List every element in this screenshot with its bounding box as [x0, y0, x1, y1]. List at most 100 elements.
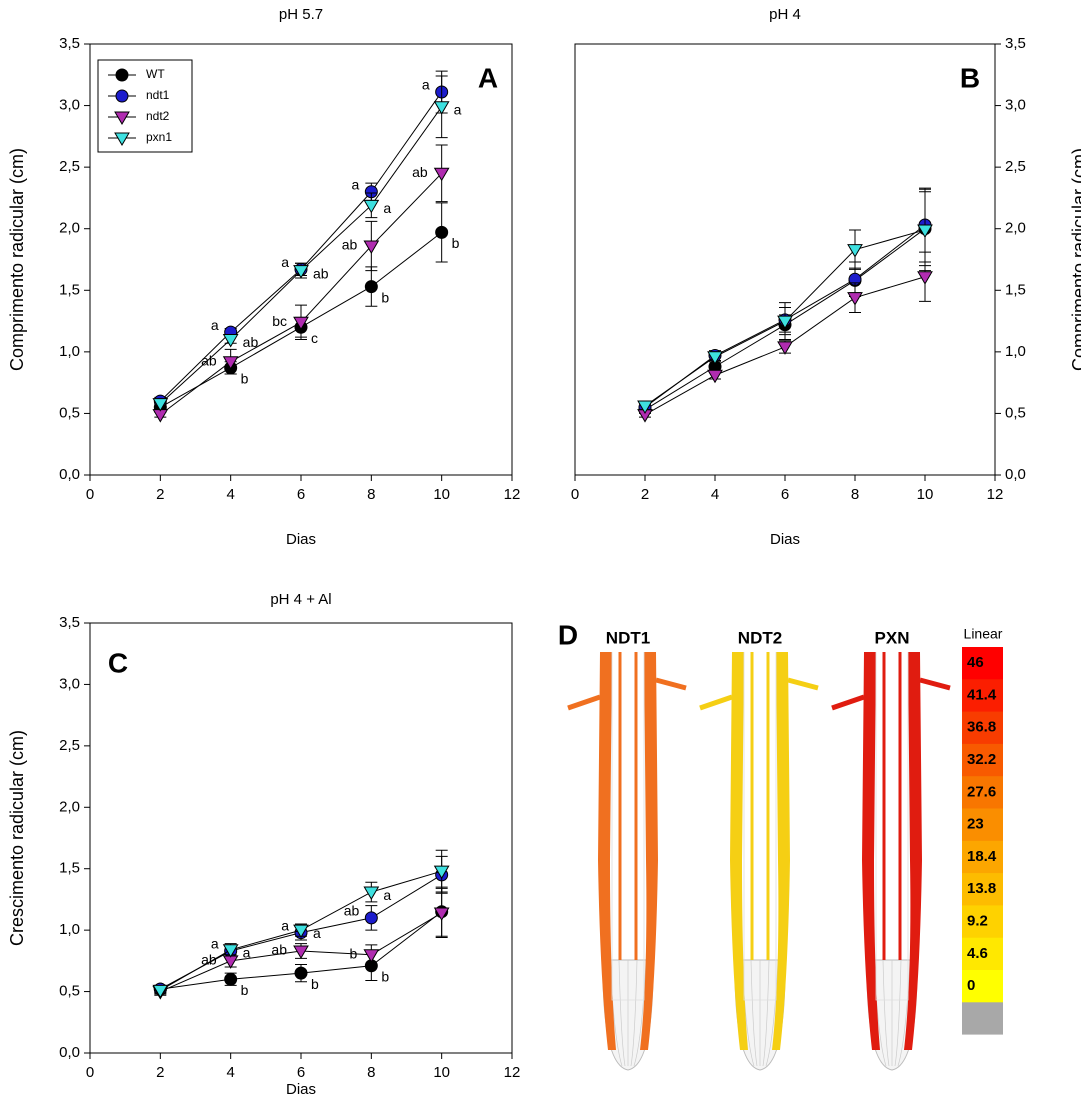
- series-line: [160, 172, 443, 416]
- legend-marker: [114, 132, 130, 146]
- panel-label: C: [108, 647, 128, 678]
- chart-title: pH 4 + Al: [270, 591, 331, 608]
- colorbar-tick-label: 0: [967, 977, 975, 994]
- lateral-root: [919, 677, 951, 691]
- significance-letter: a: [383, 200, 391, 216]
- lateral-root: [699, 694, 733, 711]
- data-point: [293, 316, 309, 331]
- root-cortex: [772, 652, 790, 1050]
- root-cell-line: [750, 959, 758, 1067]
- significance-letter: a: [281, 254, 289, 270]
- root-label: NDT2: [738, 628, 782, 647]
- root-stele: [750, 652, 770, 960]
- panel-label: B: [960, 62, 980, 93]
- lateral-root: [655, 677, 687, 691]
- data-point: [363, 199, 380, 214]
- data-point: [435, 225, 449, 239]
- x-tick-label: 6: [297, 1064, 305, 1081]
- colorbar-swatch: [962, 873, 1003, 906]
- y-tick-label: 3,5: [59, 614, 80, 631]
- y-tick-label: 3,0: [1005, 97, 1026, 114]
- data-point: [847, 292, 863, 306]
- x-tick-label: 10: [433, 486, 450, 503]
- significance-letter: c: [311, 330, 318, 346]
- data-point: [433, 865, 450, 880]
- root-inner: [875, 652, 909, 1001]
- colorbar-swatch: [962, 808, 1003, 842]
- significance-letter: a: [211, 317, 219, 333]
- significance-letter: ab: [342, 237, 358, 253]
- y-tick-label: 2,0: [59, 220, 80, 237]
- colorbar-swatch: [962, 711, 1003, 745]
- y-tick-label: 3,5: [59, 35, 80, 52]
- plot-frame: [89, 622, 513, 1054]
- data-point: [222, 944, 239, 958]
- x-axis-label: Dias: [770, 531, 800, 548]
- root-stele: [882, 652, 902, 960]
- data-point: [363, 949, 380, 963]
- data-point: [707, 351, 723, 365]
- x-tick-label: 8: [851, 486, 859, 503]
- root-label: PXN: [875, 628, 910, 647]
- colorbar-tick-label: 41.4: [967, 686, 997, 703]
- x-tick-label: 12: [504, 486, 521, 503]
- legend-marker: [114, 111, 130, 125]
- root-cell-line: [630, 959, 638, 1067]
- lateral-root: [567, 694, 601, 711]
- root-stele: [618, 652, 638, 960]
- data-point: [433, 907, 450, 921]
- colorbar-swatch: [962, 937, 1003, 971]
- significance-letter: ab: [313, 265, 329, 281]
- significance-letter: b: [452, 235, 460, 251]
- data-point: [363, 240, 380, 254]
- colorbar-tick-label: 13.8: [967, 880, 996, 897]
- root-label: NDT1: [606, 628, 650, 647]
- data-point: [777, 341, 793, 355]
- significance-letter: a: [422, 77, 430, 93]
- y-tick-label: 1,5: [59, 860, 80, 877]
- y-axis-label: Crescimento radicular (cm): [7, 730, 27, 946]
- significance-letter: ab: [243, 334, 259, 350]
- y-tick-label: 1,5: [59, 281, 80, 298]
- x-tick-label: 2: [156, 486, 164, 503]
- x-tick-label: 4: [226, 486, 234, 503]
- root-cortex: [640, 652, 658, 1050]
- y-tick-label: 3,5: [1005, 35, 1026, 52]
- significance-letter: a: [352, 176, 360, 192]
- data-point: [707, 369, 723, 384]
- data-point: [293, 945, 309, 960]
- colorbar-tick-label: 18.4: [967, 848, 997, 865]
- root-inner: [743, 652, 777, 1001]
- data-point: [777, 315, 793, 330]
- data-point: [637, 400, 653, 415]
- x-tick-label: 4: [711, 486, 719, 503]
- y-tick-label: 0,0: [1005, 466, 1026, 483]
- x-tick-label: 12: [987, 486, 1004, 503]
- x-tick-label: 10: [917, 486, 934, 503]
- data-point: [917, 271, 933, 285]
- data-point: [364, 911, 378, 925]
- colorbar-swatch: [962, 776, 1003, 809]
- x-tick-label: 0: [571, 486, 579, 503]
- data-point: [433, 167, 450, 182]
- significance-letter: ab: [201, 352, 217, 368]
- root-cell-line: [633, 959, 647, 1067]
- x-tick-label: 0: [86, 486, 94, 503]
- data-point: [222, 356, 239, 370]
- colorbar-tick-label: 46: [967, 654, 984, 671]
- colorbar-tick-label: 32.2: [967, 751, 996, 768]
- root-image: [699, 652, 819, 1071]
- significance-letter: bc: [272, 313, 287, 329]
- significance-letter: a: [383, 887, 391, 903]
- significance-letter: b: [241, 371, 249, 387]
- data-point: [224, 972, 238, 986]
- legend-marker: [115, 89, 129, 103]
- y-tick-label: 3,0: [59, 675, 80, 692]
- x-axis-label: Dias: [286, 531, 316, 548]
- x-tick-label: 2: [156, 1064, 164, 1081]
- root-cell-line: [765, 959, 779, 1067]
- root-cortex: [598, 652, 616, 1050]
- colorbar-swatch: [962, 647, 1003, 680]
- panel-label: D: [558, 619, 578, 650]
- chart-title: pH 4: [769, 6, 801, 23]
